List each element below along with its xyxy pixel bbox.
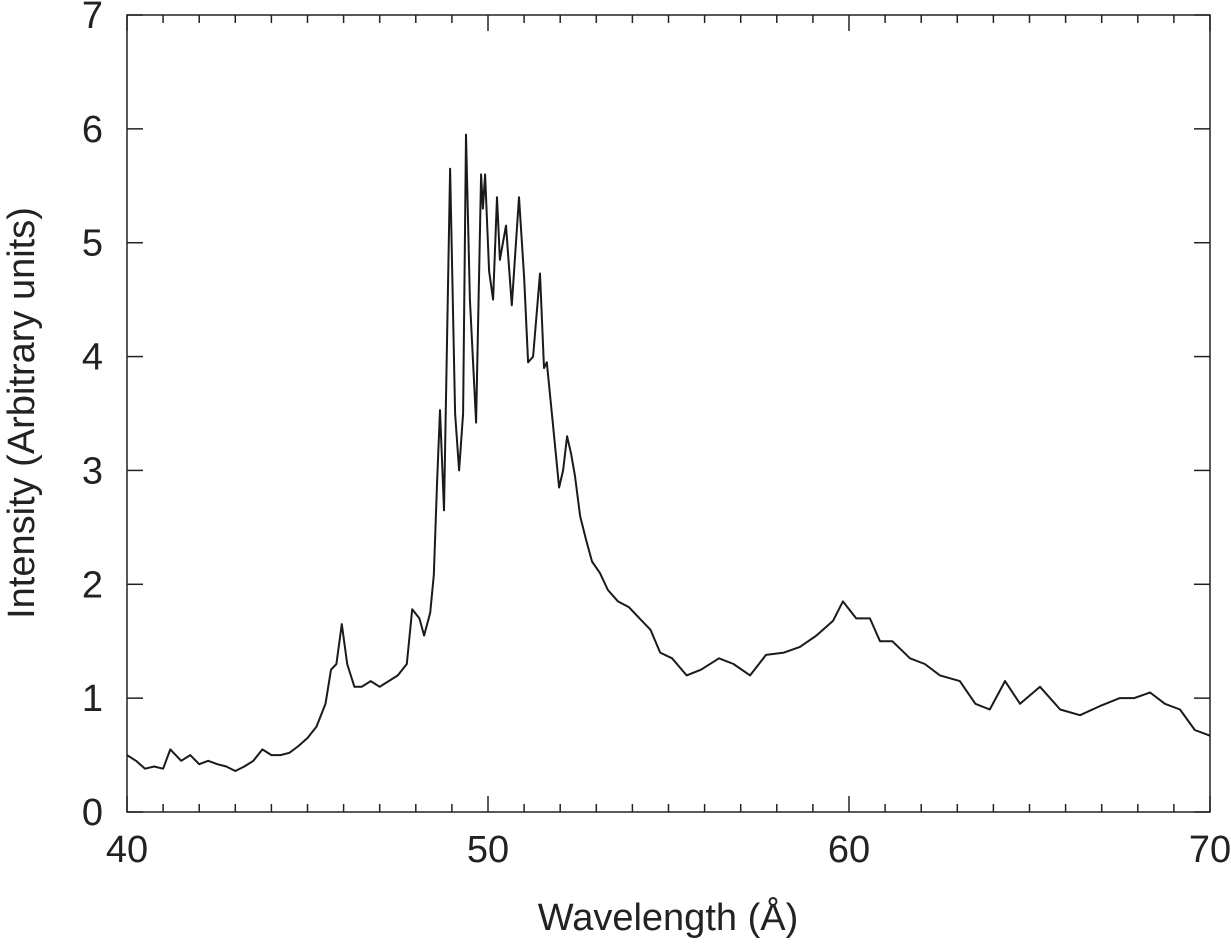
y-tick-label: 5: [82, 223, 103, 265]
x-tick-label: 40: [106, 829, 148, 871]
y-tick-label: 3: [82, 450, 103, 492]
x-tick-label: 70: [1189, 829, 1231, 871]
y-tick-label: 7: [82, 0, 103, 37]
plot-frame: [126, 14, 1211, 813]
y-tick-label: 4: [82, 337, 103, 379]
y-tick-label: 6: [82, 109, 103, 151]
x-tick-label: 60: [828, 829, 870, 871]
x-axis-label: Wavelength (Å): [538, 895, 798, 939]
y-tick-label: 0: [82, 792, 103, 834]
y-axis-label: Intensity (Arbitrary units): [1, 207, 43, 619]
y-tick-label: 1: [82, 678, 103, 720]
spectrum-line: [126, 133, 1211, 772]
y-tick-label: 2: [82, 564, 103, 606]
x-tick-label: 50: [467, 829, 509, 871]
